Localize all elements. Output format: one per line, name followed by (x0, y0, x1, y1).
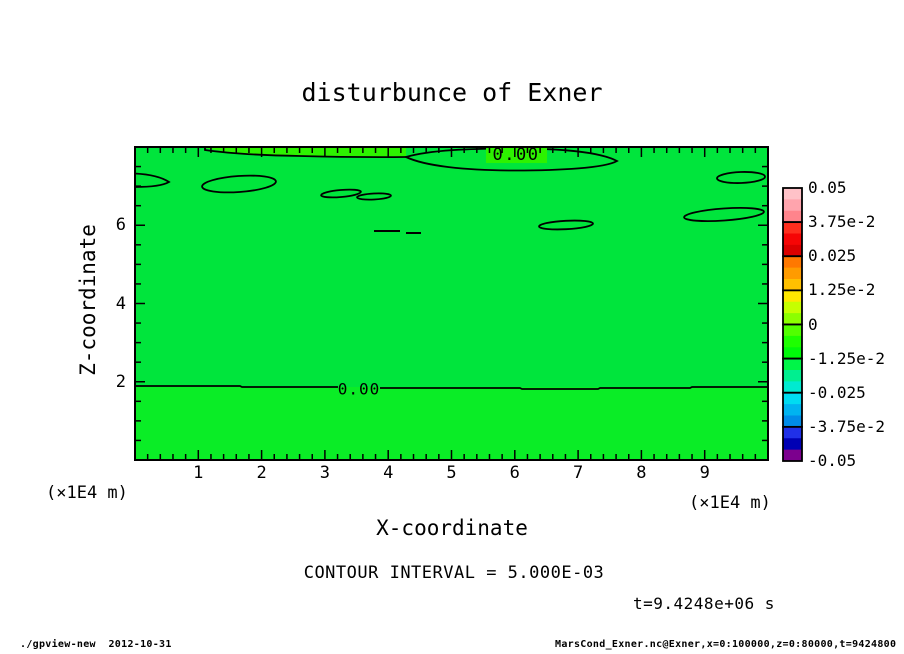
colorbar-step (783, 301, 802, 314)
x-tick-label: 8 (636, 463, 647, 483)
colorbar-label: -3.75e-2 (808, 416, 886, 436)
colorbar-step (783, 244, 802, 257)
colorbar-step (783, 335, 802, 348)
x-tick-label: 4 (383, 463, 394, 483)
colorbar-step (783, 222, 802, 234)
colorbar-step (783, 279, 802, 291)
zero-contour-open-top (204, 147, 407, 159)
x-tick-label: 9 (699, 463, 710, 483)
zero-contour-thin-lens-a (320, 188, 362, 199)
colorbar-step (783, 381, 802, 394)
x-tick-label: 3 (319, 463, 331, 483)
zero-contour-lens-right (683, 206, 765, 223)
x-axis-label: X-coordinate (376, 516, 528, 540)
x-tick-label: 6 (509, 463, 520, 483)
zero-contour-lens-mid (538, 219, 594, 231)
colorbar-label: 0 (808, 314, 818, 334)
zero-contour-bottom-left-segment (135, 385, 338, 388)
zero-band-top-strip (205, 148, 406, 158)
zero-contour-left-edge-wedge (134, 172, 171, 188)
footer-dataset: MarsCond_Exner.nc@Exner,x=0:100000,z=0:8… (555, 639, 897, 650)
z-tick-label: 2 (115, 371, 126, 392)
x-tick-label: 1 (193, 463, 204, 483)
colorbar-label: 0.05 (808, 178, 847, 197)
field-fill-lower-layer (135, 387, 768, 460)
colorbar-step (783, 233, 802, 246)
page-title: disturbunce of Exner (301, 78, 603, 107)
colorbar-step (783, 404, 802, 416)
x-axis-unit: (×1E4 m) (689, 493, 771, 513)
colorbar-label: -0.05 (808, 451, 857, 470)
zero-contour-blob-2 (201, 174, 277, 194)
colorbar-label: -0.025 (808, 382, 866, 402)
colorbar-label: 1.25e-2 (808, 280, 876, 300)
x-tick-label: 2 (256, 463, 267, 483)
z-tick-label: 4 (115, 293, 126, 314)
zero-contour-thin-lens-b (356, 192, 392, 201)
colorbar-segment-border (782, 425, 803, 462)
contour-interval-caption: CONTOUR INTERVAL = 5.000E-03 (303, 563, 605, 583)
colorbar-step (783, 199, 802, 212)
upper-zero-contour-label: 0.00 (492, 145, 540, 165)
colorbar-step (783, 210, 802, 223)
lower-zero-contour-label: 0.00 (337, 379, 381, 399)
colorbar (782, 187, 803, 462)
footer-command: ./gpview-new 2012-10-31 (20, 639, 172, 650)
z-tick-label: 6 (115, 215, 126, 236)
colorbar-step (783, 415, 802, 428)
colorbar-label: 3.75e-2 (808, 212, 876, 232)
upper-contour-label-mask (486, 146, 547, 163)
colorbar-step (783, 426, 802, 439)
time-caption: t=9.4248e+06 s (633, 594, 775, 613)
axis-ticks (134, 146, 769, 461)
colorbar-step (783, 313, 802, 325)
colorbar-step (783, 256, 802, 269)
x-tick-label: 7 (572, 463, 584, 483)
colorbar-step (783, 324, 802, 337)
zero-contour-big-ellipse (403, 147, 619, 172)
x-tick-label: 5 (446, 463, 457, 483)
colorbar-step (783, 392, 802, 405)
colorbar-step (783, 449, 802, 462)
colorbar-step (783, 358, 802, 371)
z-axis-unit: (×1E4 m) (46, 483, 128, 503)
plot-frame (134, 146, 769, 461)
colorbar-step (783, 438, 802, 451)
zero-contour-lens-upper-right (716, 171, 766, 184)
colorbar-step (783, 188, 802, 200)
colorbar-step (783, 290, 802, 303)
colorbar-step (783, 347, 802, 360)
colorbar-label: -1.25e-2 (808, 348, 886, 368)
colorbar-step (783, 267, 802, 280)
colorbar-label: 0.025 (808, 246, 857, 266)
zero-contour-bottom-right-segment (380, 386, 768, 390)
colorbar-step (783, 370, 802, 382)
zero-contour-dashes (374, 230, 421, 234)
